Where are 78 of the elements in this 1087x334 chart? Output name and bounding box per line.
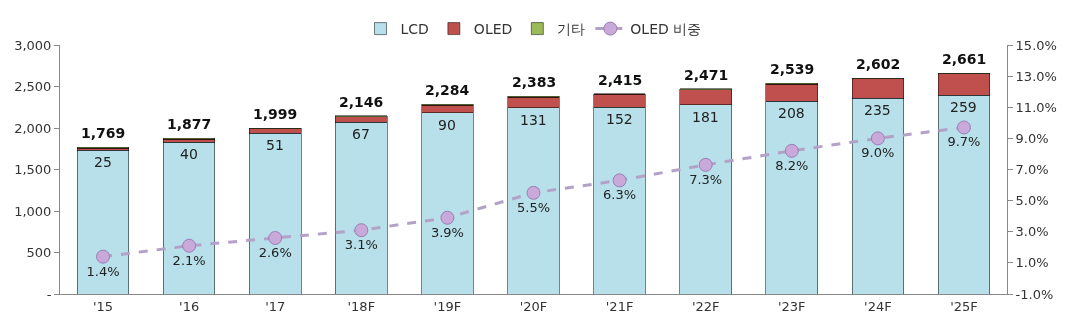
data-label: 40 xyxy=(180,146,198,162)
y-tick-label: 1,500 xyxy=(14,162,52,178)
total-label: 2,471 xyxy=(684,67,729,83)
point xyxy=(354,223,369,238)
x-tick-label: '20F xyxy=(519,298,548,314)
x-tick-label: '23F xyxy=(777,298,806,314)
data-label: 259 xyxy=(950,99,977,115)
data-label: 208 xyxy=(778,105,805,121)
total-label: 2,284 xyxy=(425,82,470,98)
y-tick-label: 3,000 xyxy=(14,37,52,53)
data-label: 181 xyxy=(692,109,719,125)
data-label: 2.1% xyxy=(172,252,206,268)
y-tick-label: - xyxy=(46,286,52,302)
y-tick-label: 2,000 xyxy=(14,120,52,136)
y2-tick-label: 9.0% xyxy=(1015,130,1049,146)
data-label: 67 xyxy=(352,126,370,142)
point xyxy=(182,238,197,253)
x-tick-label: '19F xyxy=(433,298,462,314)
y2-tick-label: 5.0% xyxy=(1015,193,1049,209)
data-label: 3.1% xyxy=(344,237,378,253)
total-label: 1,999 xyxy=(253,106,298,122)
x-tick-label: '18F xyxy=(347,298,376,314)
y2-tick-label: 1.0% xyxy=(1015,255,1049,271)
total-label: 2,539 xyxy=(770,61,815,77)
data-label: 2.6% xyxy=(258,244,292,260)
data-label: 51 xyxy=(266,137,284,153)
y2-tick-label: 13.0% xyxy=(1015,68,1057,84)
data-label: 3.9% xyxy=(430,224,464,240)
data-label: 7.3% xyxy=(689,171,723,187)
x-tick-label: '17 xyxy=(265,298,286,314)
y-tick-label: 500 xyxy=(26,245,52,261)
legend-label: OLED 비중 xyxy=(630,21,702,38)
total-label: 2,415 xyxy=(598,72,643,88)
x-tick-label: '22F xyxy=(691,298,720,314)
legend-label: OLED xyxy=(473,21,513,38)
point xyxy=(870,131,885,146)
legend-label: 기타 xyxy=(557,21,586,38)
x-tick-label: '15 xyxy=(92,298,114,314)
y2-tick-label: 3.0% xyxy=(1015,224,1049,240)
y2-tick-label: -1.0% xyxy=(1015,286,1054,302)
data-label: 9.7% xyxy=(947,134,981,150)
data-label: 152 xyxy=(606,111,633,127)
total-label: 1,877 xyxy=(167,116,212,132)
x-tick-label: '25F xyxy=(950,298,978,314)
y-tick-label: 1,000 xyxy=(14,203,52,219)
data-label: 90 xyxy=(438,117,456,133)
data-label: 235 xyxy=(864,102,891,118)
total-label: 2,661 xyxy=(942,51,987,67)
point xyxy=(612,173,627,188)
data-label: 131 xyxy=(520,112,547,128)
y2-tick-label: 7.0% xyxy=(1015,162,1049,178)
point xyxy=(956,120,971,135)
bar xyxy=(249,132,302,294)
data-label: 25 xyxy=(94,154,112,170)
point xyxy=(268,230,283,245)
point xyxy=(440,210,455,225)
total-label: 1,769 xyxy=(81,125,126,141)
x-tick-label: '21F xyxy=(605,298,634,314)
point xyxy=(526,185,541,200)
legend-label: LCD xyxy=(400,21,429,38)
x-tick-label: '24F xyxy=(864,298,892,314)
point xyxy=(784,143,799,158)
point xyxy=(698,157,713,172)
total-label: 2,602 xyxy=(856,56,901,72)
y2-tick-label: 15.0% xyxy=(1015,37,1057,53)
y-tick-label: 2,500 xyxy=(14,79,52,95)
total-label: 2,383 xyxy=(512,74,557,90)
total-label: 2,146 xyxy=(339,94,384,110)
bar xyxy=(76,149,130,294)
data-label: 1.4% xyxy=(86,263,120,279)
data-label: 9.0% xyxy=(861,145,895,161)
bar xyxy=(163,142,216,294)
data-label: 8.2% xyxy=(775,157,809,173)
x-tick-label: '16 xyxy=(179,298,200,314)
point xyxy=(96,249,111,264)
data-label: 6.3% xyxy=(603,187,637,203)
y2-tick-label: 11.0% xyxy=(1015,99,1057,115)
data-label: 5.5% xyxy=(516,199,551,215)
